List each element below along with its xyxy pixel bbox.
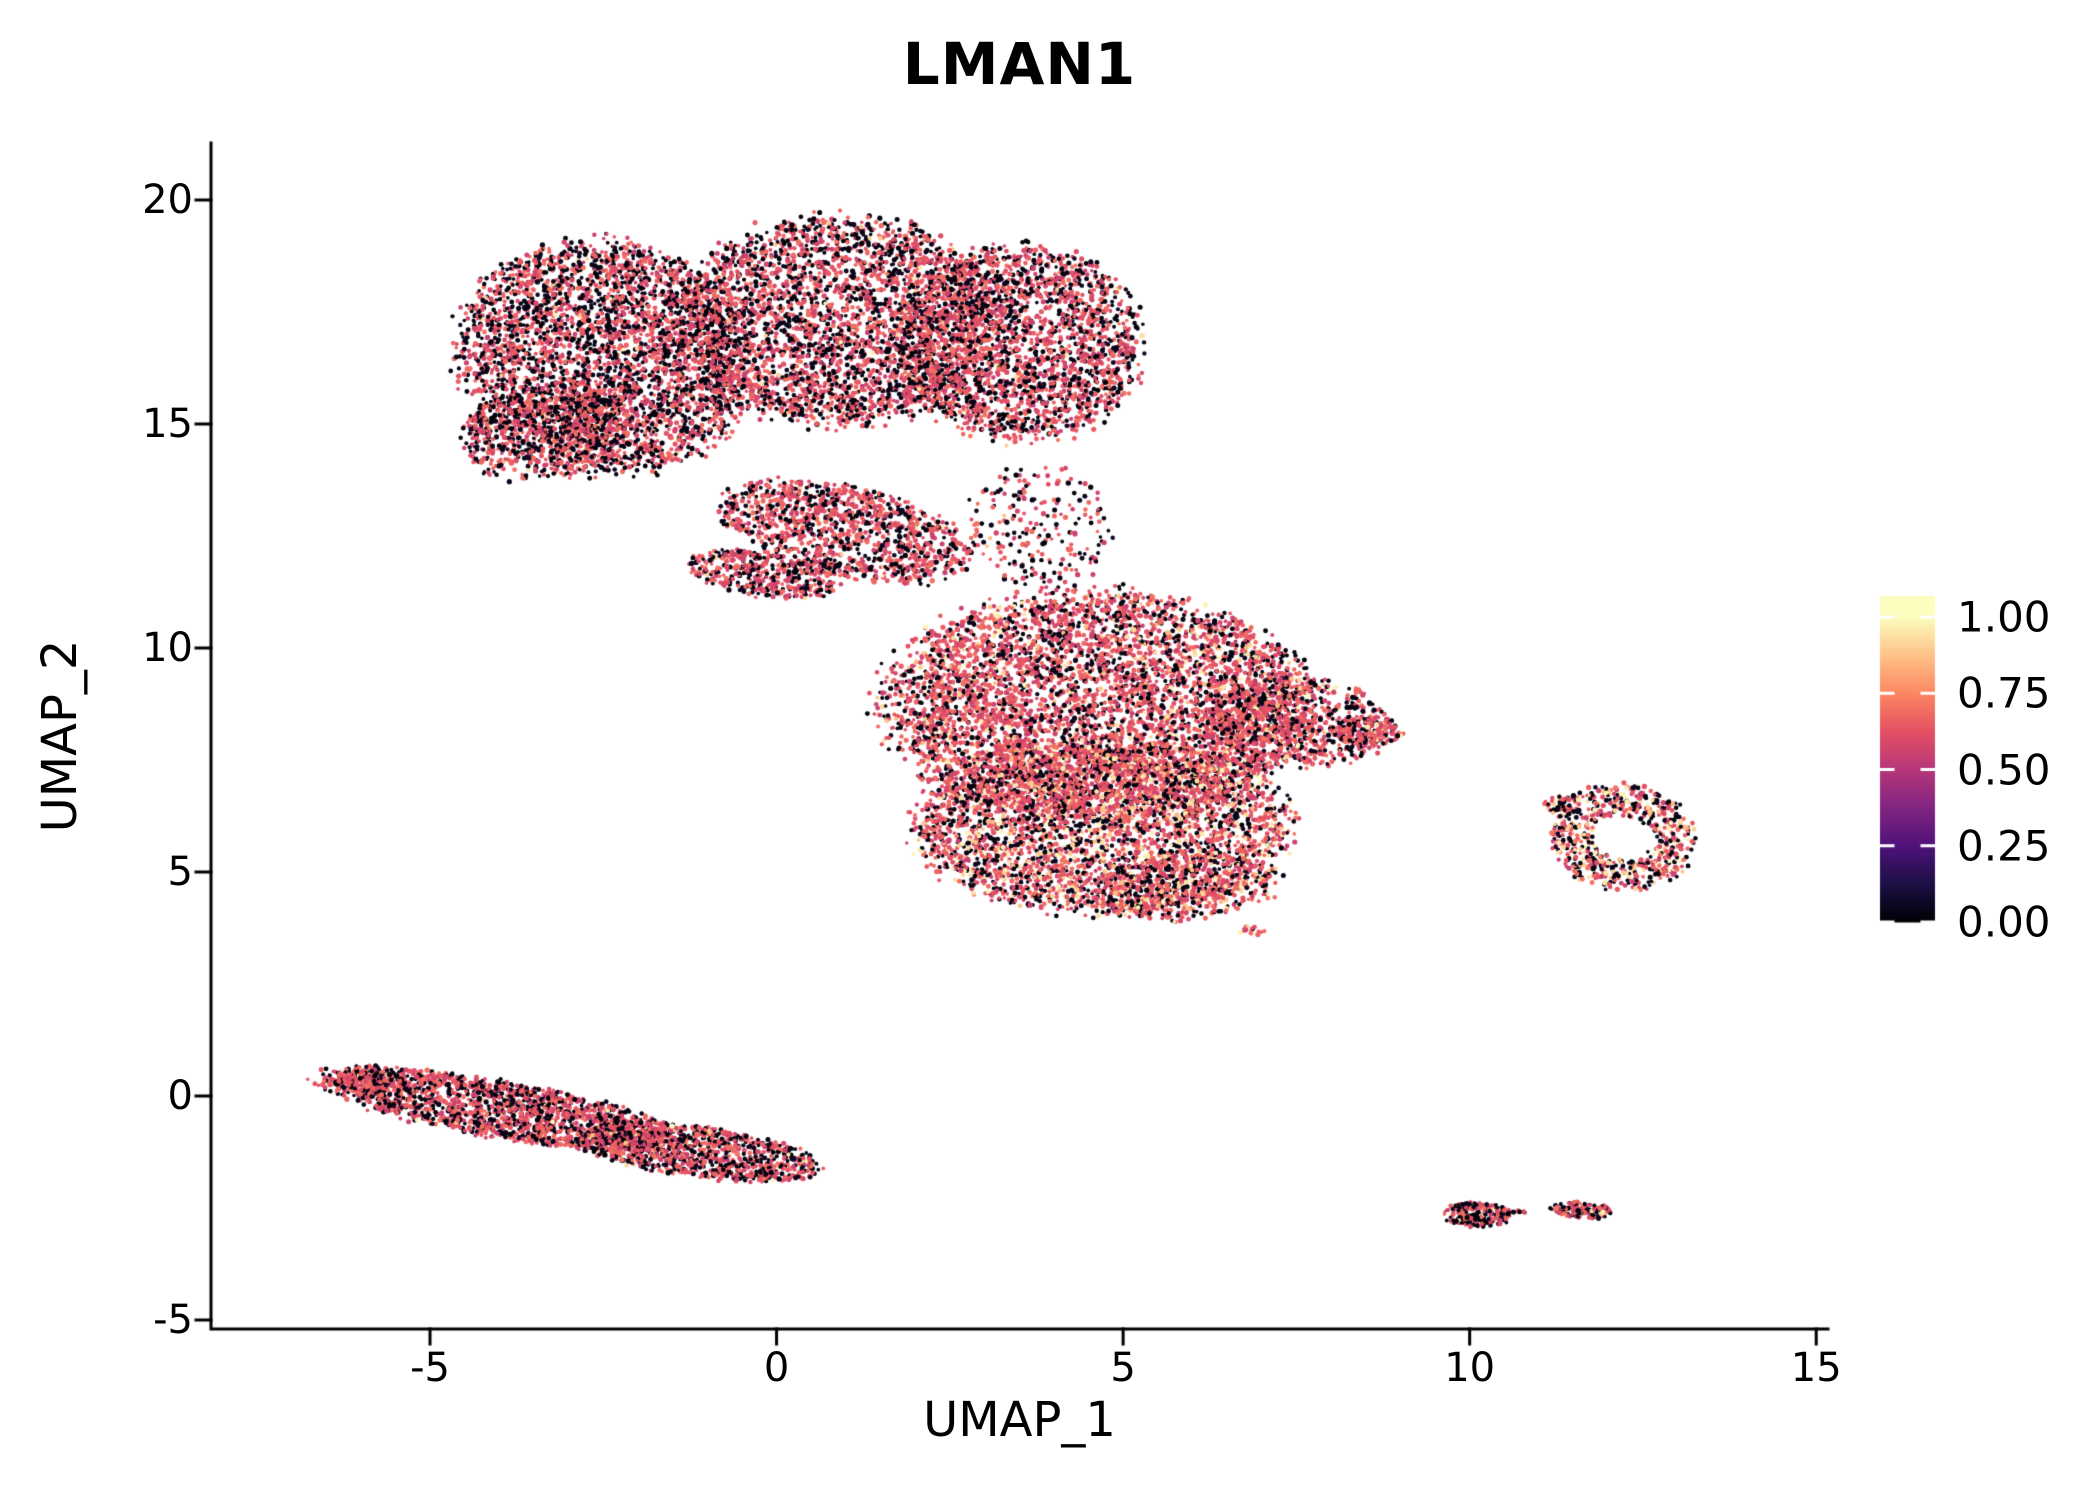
colorbar-tick-label: 0.75 <box>1957 668 2051 718</box>
chart-title: LMAN1 <box>902 30 1137 98</box>
x-tick-label: 10 <box>1444 1345 1496 1391</box>
colorbar-tick-label: 1.00 <box>1957 592 2051 642</box>
y-tick-label: 0 <box>167 1073 193 1119</box>
colorbar-tick-label: 0.50 <box>1957 745 2051 794</box>
colorbar-tick-label: 0.00 <box>1957 897 2051 947</box>
x-tick-label: -5 <box>410 1345 450 1391</box>
x-tick-label: 5 <box>1110 1345 1136 1391</box>
y-tick-label: 5 <box>167 848 193 895</box>
x-tick-label: 0 <box>763 1345 790 1391</box>
y-axis-label: UMAP_2 <box>32 639 88 833</box>
y-tick-label: 10 <box>142 624 193 671</box>
x-axis-label: UMAP_1 <box>923 1392 1116 1448</box>
colorbar-tick-label: 0.25 <box>1957 821 2051 871</box>
y-tick-label: 15 <box>142 400 193 447</box>
y-tick-label: 20 <box>142 176 193 223</box>
y-tick-label: -5 <box>153 1297 193 1344</box>
x-tick-label: 15 <box>1790 1345 1842 1391</box>
